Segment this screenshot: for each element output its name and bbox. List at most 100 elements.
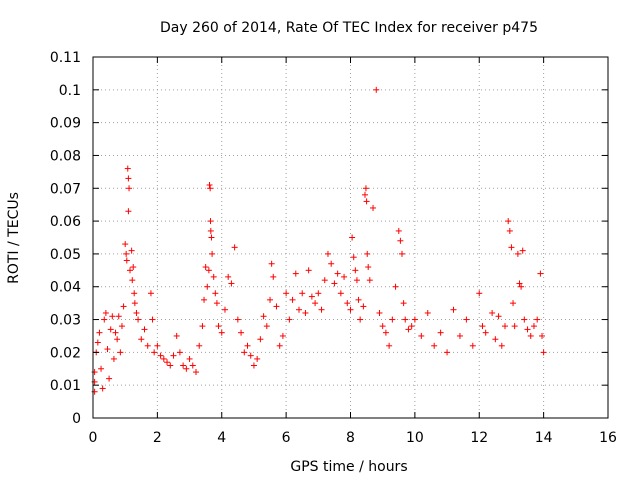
data-point xyxy=(386,342,393,349)
data-point xyxy=(502,323,508,330)
data-point xyxy=(360,303,367,310)
data-point xyxy=(125,208,132,215)
y-axis-label: ROTI / TECUs xyxy=(6,192,22,284)
data-point xyxy=(218,329,225,336)
data-point xyxy=(363,198,370,205)
y-tick-label: 0.07 xyxy=(50,181,81,197)
data-point xyxy=(539,332,546,339)
data-point xyxy=(176,349,183,356)
data-point xyxy=(209,250,216,257)
data-point xyxy=(123,250,130,257)
data-point xyxy=(527,332,534,339)
data-point xyxy=(268,260,275,267)
data-point xyxy=(267,296,274,303)
data-point xyxy=(321,277,328,284)
data-point xyxy=(151,349,158,356)
data-point xyxy=(196,342,203,349)
data-point xyxy=(530,323,537,330)
data-point xyxy=(221,306,228,313)
data-point xyxy=(157,352,164,359)
data-point xyxy=(107,326,114,333)
data-point xyxy=(389,316,396,323)
axis-ticks xyxy=(92,56,609,419)
data-point xyxy=(402,316,409,323)
data-point xyxy=(508,244,515,251)
data-point xyxy=(110,355,117,362)
data-point xyxy=(514,250,521,257)
data-point xyxy=(131,290,138,297)
data-point xyxy=(149,316,156,323)
data-point xyxy=(244,342,251,349)
data-point xyxy=(231,244,238,251)
data-point xyxy=(524,326,531,333)
data-point xyxy=(400,300,407,307)
data-point xyxy=(405,326,412,333)
y-tick-label: 0.03 xyxy=(50,313,81,329)
data-point xyxy=(199,323,206,330)
data-point xyxy=(299,290,306,297)
data-point xyxy=(117,349,124,356)
data-point xyxy=(189,362,196,369)
y-tick-label: 0.05 xyxy=(50,247,81,263)
data-point xyxy=(180,362,187,369)
data-point xyxy=(424,309,431,316)
tick-labels: 0 2 4 6 8 10 12 14 16 0 0.01 0.02 0.03 0.04 0.05 0.06 0.… xyxy=(50,50,617,446)
data-point xyxy=(328,260,335,267)
data-point xyxy=(193,369,199,376)
data-point xyxy=(263,323,270,330)
data-point xyxy=(183,365,190,372)
data-point xyxy=(125,175,132,182)
data-point xyxy=(127,267,134,274)
data-point xyxy=(305,267,312,274)
data-point xyxy=(353,277,360,284)
data-point xyxy=(210,273,217,280)
data-point xyxy=(302,309,309,316)
data-point xyxy=(164,359,171,366)
data-point xyxy=(476,290,483,297)
data-point xyxy=(482,329,489,336)
x-axis-label: GPS time / hours xyxy=(290,459,407,475)
data-point xyxy=(540,349,547,356)
data-point xyxy=(260,313,267,320)
data-point xyxy=(160,355,167,362)
data-point xyxy=(362,185,369,192)
x-tick-label: 16 xyxy=(599,430,617,446)
data-point xyxy=(506,227,513,234)
data-point xyxy=(315,290,322,297)
data-point xyxy=(118,323,125,330)
data-point xyxy=(341,273,348,280)
data-point xyxy=(492,336,499,343)
data-point xyxy=(225,273,232,280)
x-tick-label: 12 xyxy=(470,430,488,446)
data-point xyxy=(534,316,541,323)
data-point xyxy=(213,300,220,307)
data-point xyxy=(202,264,209,271)
data-point xyxy=(519,247,526,254)
y-tick-label: 0.11 xyxy=(50,50,81,66)
chart-title: Day 260 of 2014, Rate Of TEC Index for r… xyxy=(160,20,538,36)
data-point xyxy=(399,250,405,257)
data-point xyxy=(173,332,180,339)
data-point xyxy=(344,300,351,307)
data-point xyxy=(395,227,402,234)
data-point xyxy=(273,303,280,310)
data-point xyxy=(498,342,505,349)
data-point xyxy=(286,316,293,323)
data-point xyxy=(365,264,372,271)
data-point xyxy=(112,329,119,336)
data-point xyxy=(207,227,214,234)
data-point xyxy=(537,270,544,277)
data-point xyxy=(292,270,299,277)
data-point xyxy=(392,283,399,290)
data-point xyxy=(349,234,356,241)
data-point xyxy=(318,306,325,313)
data-point xyxy=(124,165,131,172)
data-point xyxy=(133,309,140,316)
data-point xyxy=(102,309,109,316)
data-point xyxy=(364,250,371,257)
data-point xyxy=(109,313,116,320)
data-point xyxy=(99,385,106,392)
data-point xyxy=(128,247,135,254)
x-tick-label: 6 xyxy=(282,430,291,446)
data-point xyxy=(450,306,457,313)
